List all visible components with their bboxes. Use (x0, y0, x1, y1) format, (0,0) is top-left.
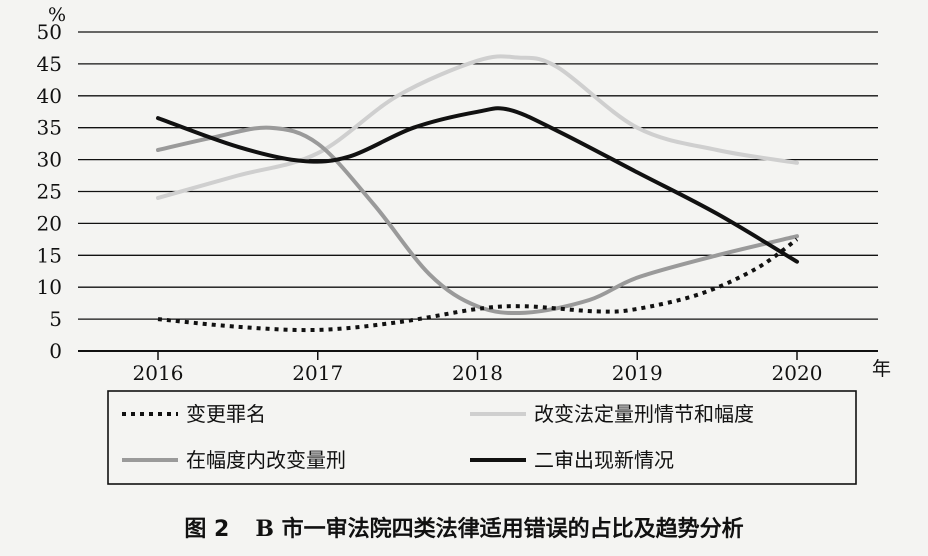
legend-box (107, 390, 857, 485)
x-unit-label: 年 (872, 358, 891, 380)
legend-label-mid: 在幅度内改变量刑 (186, 448, 346, 472)
x-tick-label: 2016 (133, 361, 184, 385)
series-line-dark (156, 106, 799, 264)
y-tick-label: 35 (37, 116, 62, 140)
series-line-mid (156, 125, 799, 316)
legend-label-dotted: 变更罪名 (186, 402, 266, 426)
series-line-light (156, 54, 799, 200)
y-tick-label: 25 (37, 180, 62, 204)
x-tick-label: 2019 (612, 361, 663, 385)
series-lines (156, 54, 799, 333)
x-tick-label: 2020 (772, 361, 823, 385)
figure-caption: 图 2 B 市一审法院四类法律适用错误的占比及趋势分析 (0, 511, 928, 543)
y-tick-label: 15 (37, 243, 62, 267)
y-tick-label: 0 (49, 339, 62, 363)
legend: 变更罪名 改变法定量刑情节和幅度 在幅度内改变量刑 二审出现新情况 (107, 390, 857, 485)
figure-caption-text: B 市一审法院四类法律适用错误的占比及趋势分析 (255, 516, 744, 542)
y-tick-label: 10 (37, 275, 62, 299)
series-line-dotted (157, 237, 799, 333)
y-tick-label: 5 (49, 307, 62, 331)
y-axis-ticks: 0 5 10 15 20 25 30 35 40 45 50 (37, 20, 62, 363)
y-tick-label: 40 (37, 84, 62, 108)
grid (78, 31, 878, 352)
y-unit-label: % (48, 4, 66, 26)
x-tick-label: 2018 (452, 361, 503, 385)
legend-label-light: 改变法定量刑情节和幅度 (534, 402, 754, 426)
line-chart: 0 5 10 15 20 25 30 35 40 45 50 2016 2017 2018 2019 202… (37, 4, 891, 485)
figure-number: 图 2 (184, 517, 230, 542)
y-tick-label: 30 (37, 148, 62, 172)
y-tick-label: 45 (37, 52, 62, 76)
x-tick-label: 2017 (292, 361, 343, 385)
x-axis-ticks: 2016 2017 2018 2019 2020 (133, 351, 823, 385)
y-tick-label: 20 (37, 211, 62, 235)
legend-label-dark: 二审出现新情况 (534, 448, 674, 472)
y-tick-label: 50 (37, 20, 62, 44)
